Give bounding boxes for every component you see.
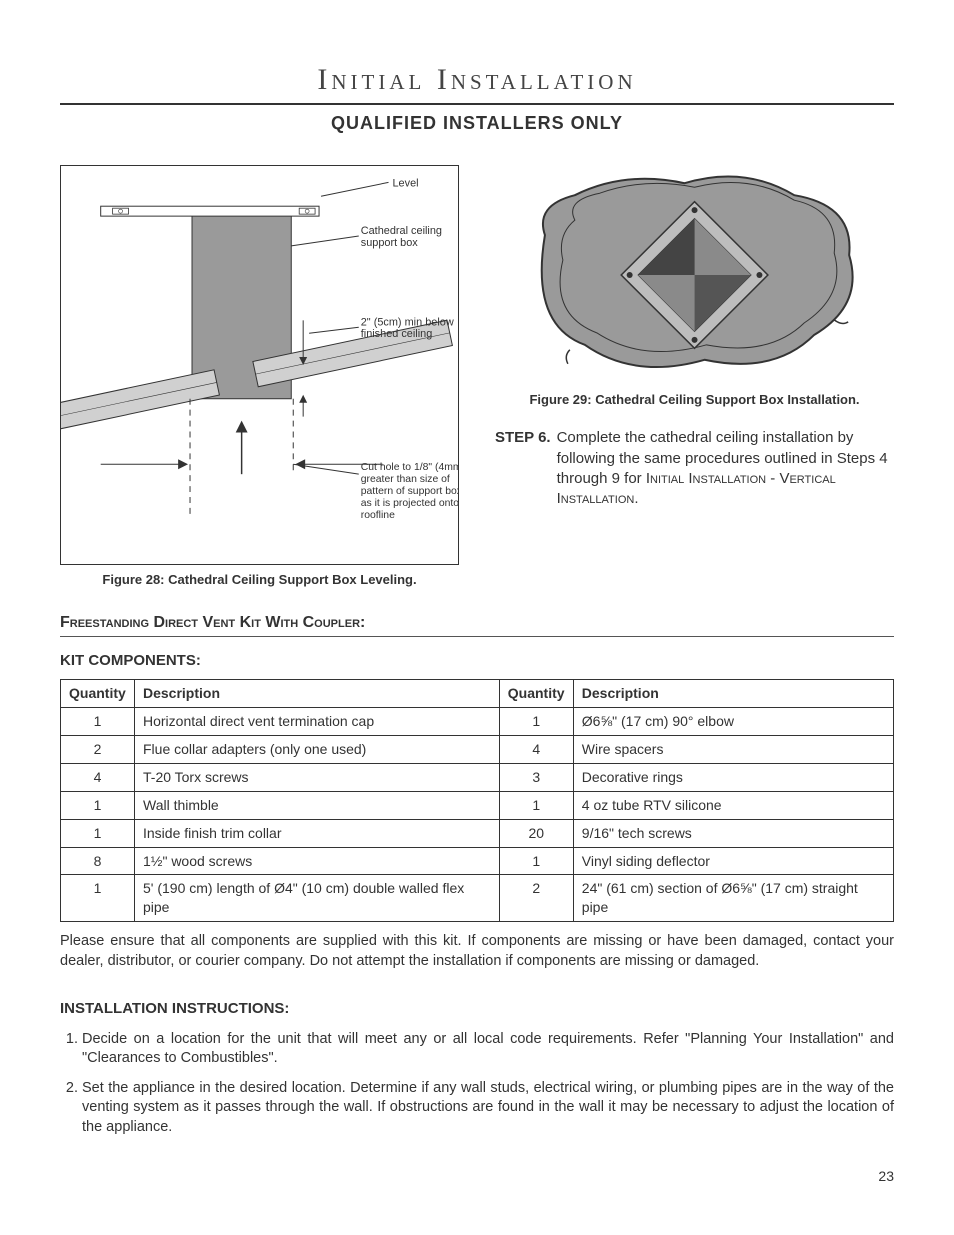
cell-desc: Vinyl siding deflector [573,847,893,875]
cell-desc: 5' (190 cm) length of Ø4" (10 cm) double… [135,875,500,922]
cell-desc: 1½" wood screws [135,847,500,875]
col-qty-1: Quantity [61,680,135,708]
figure-28-diagram: Level Cathedral ceiling support box [60,165,459,565]
step-6-text: Complete the cathedral ceiling installat… [557,428,894,509]
cell-qty: 1 [61,819,135,847]
cell-qty: 1 [499,847,573,875]
cell-qty: 2 [61,735,135,763]
kit-table-body: 1Horizontal direct vent termination cap1… [61,708,894,922]
section-header: Freestanding Direct Vent Kit With Couple… [60,612,894,637]
table-row: 1Horizontal direct vent termination cap1… [61,708,894,736]
instruction-item: Decide on a location for the unit that w… [82,1030,894,1069]
cell-qty: 4 [499,735,573,763]
col-qty-2: Quantity [499,680,573,708]
cell-qty: 4 [61,763,135,791]
col-desc-1: Description [135,680,500,708]
cell-desc: Wire spacers [573,735,893,763]
cell-desc: 24" (61 cm) section of Ø6⅝" (17 cm) stra… [573,875,893,922]
label-level: Level [392,177,418,189]
table-row: 4T-20 Torx screws3Decorative rings [61,763,894,791]
cell-qty: 1 [499,791,573,819]
col-left: Level Cathedral ceiling support box [60,165,459,589]
page-title: Initial Installation [60,60,894,105]
table-row: 15' (190 cm) length of Ø4" (10 cm) doubl… [61,875,894,922]
svg-text:Cathedral ceiling su: Cathedral ceiling support box [361,225,445,249]
col-right: Figure 29: Cathedral Ceiling Support Box… [495,165,894,589]
page-number: 23 [60,1167,894,1186]
instruction-item: Set the appliance in the desired locatio… [82,1079,894,1138]
step-6-label: STEP 6. [495,428,551,448]
col-desc-2: Description [573,680,893,708]
cell-desc: Horizontal direct vent termination cap [135,708,500,736]
table-header-row: Quantity Description Quantity Descriptio… [61,680,894,708]
cell-qty: 1 [499,708,573,736]
cell-desc: Decorative rings [573,763,893,791]
cell-qty: 3 [499,763,573,791]
table-row: 81½" wood screws1Vinyl siding deflector [61,847,894,875]
kit-components-table: Quantity Description Quantity Descriptio… [60,679,894,922]
cell-qty: 1 [61,875,135,922]
page-subtitle: QUALIFIED INSTALLERS ONLY [60,111,894,135]
svg-text:Cut hole to 1/8" (4mm): Cut hole to 1/8" (4mm) greater than size… [361,462,458,521]
cell-desc: 9/16" tech screws [573,819,893,847]
step-6: STEP 6. Complete the cathedral ceiling i… [495,428,894,509]
figure-28-caption: Figure 28: Cathedral Ceiling Support Box… [60,571,459,589]
cell-desc: Flue collar adapters (only one used) [135,735,500,763]
cell-qty: 8 [61,847,135,875]
cell-desc: Ø6⅝" (17 cm) 90° elbow [573,708,893,736]
figure-29-diagram [495,165,894,385]
table-row: 1Inside finish trim collar209/16" tech s… [61,819,894,847]
table-row: 1Wall thimble14 oz tube RTV silicone [61,791,894,819]
cell-qty: 20 [499,819,573,847]
installation-instructions-header: INSTALLATION INSTRUCTIONS: [60,999,894,1019]
cell-desc: Wall thimble [135,791,500,819]
cell-desc: 4 oz tube RTV silicone [573,791,893,819]
cell-qty: 2 [499,875,573,922]
cell-qty: 1 [61,708,135,736]
cell-desc: T-20 Torx screws [135,763,500,791]
table-row: 2Flue collar adapters (only one used)4Wi… [61,735,894,763]
instructions-list: Decide on a location for the unit that w… [60,1030,894,1138]
figures-row: Level Cathedral ceiling support box [60,165,894,589]
kit-components-header: KIT COMPONENTS: [60,651,894,671]
kit-note: Please ensure that all components are su… [60,932,894,971]
cell-desc: Inside finish trim collar [135,819,500,847]
cell-qty: 1 [61,791,135,819]
figure-29-caption: Figure 29: Cathedral Ceiling Support Box… [495,391,894,409]
